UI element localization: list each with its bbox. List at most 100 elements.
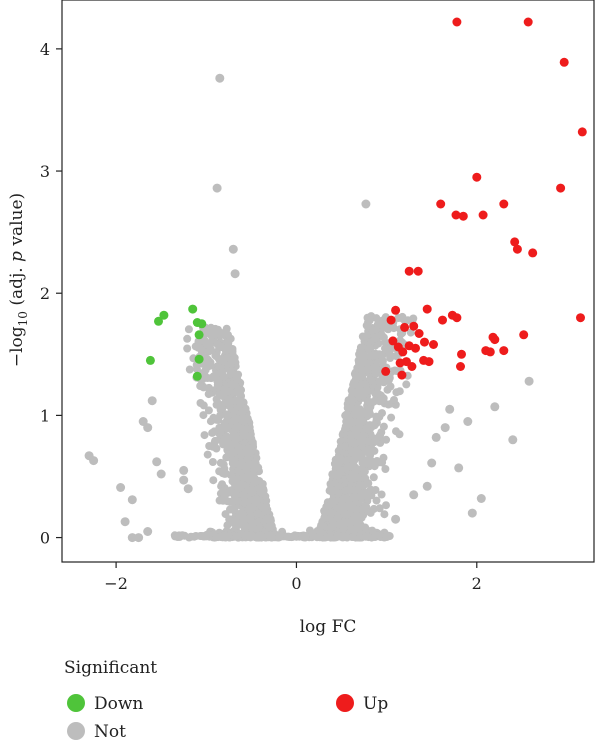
point-up (499, 199, 509, 209)
cloud-point (385, 349, 394, 358)
cloud-point (384, 376, 393, 385)
cloud-point (219, 392, 228, 401)
y-axis-title-suffix: value) (7, 193, 27, 251)
point-up (499, 346, 509, 356)
cloud-point (322, 502, 331, 511)
cloud-point (339, 523, 348, 532)
point-up (397, 370, 407, 380)
cloud-point (361, 380, 370, 388)
cloud-point (402, 380, 411, 389)
legend-label-down: Down (94, 694, 143, 714)
cloud-point (347, 431, 356, 440)
cloud-point (361, 474, 370, 483)
point-up (407, 362, 417, 371)
point-down (194, 354, 204, 364)
cloud-point (231, 490, 240, 499)
point-not (440, 423, 450, 433)
legend-entry-down: Down (67, 694, 143, 714)
point-not (152, 457, 162, 467)
point-up (559, 57, 569, 67)
cloud-point (390, 366, 399, 375)
x-axis-ticks: −2 0 2 (104, 562, 482, 593)
cloud-point (378, 458, 387, 467)
point-not (463, 417, 473, 426)
cloud-point (241, 497, 250, 506)
cloud-point (301, 533, 310, 542)
point-not (454, 463, 464, 473)
point-up (391, 305, 401, 315)
point-up (400, 322, 410, 332)
cloud-point (242, 531, 251, 540)
cloud-point (243, 455, 252, 464)
cloud-point (350, 410, 359, 419)
cloud-point (223, 497, 232, 506)
cloud-point (347, 403, 356, 412)
cloud-point (236, 400, 245, 409)
cloud-point (194, 343, 202, 352)
legend-swatch-not (67, 722, 85, 740)
cloud-point (242, 425, 251, 433)
point-not (228, 244, 238, 254)
y-axis-title: −log10 (adj. p value) (7, 193, 30, 367)
cloud-point (357, 388, 366, 396)
point-not (143, 527, 153, 536)
cloud-point (351, 388, 360, 397)
point-not (422, 481, 432, 491)
cloud-point (199, 401, 208, 410)
point-up (451, 210, 461, 220)
y-tick-label: 1 (40, 406, 50, 425)
cloud-point (326, 523, 335, 532)
cloud-point (344, 518, 353, 527)
y-axis-title-middle: (adj. (7, 262, 27, 311)
point-down (197, 319, 207, 329)
point-up (409, 321, 419, 331)
cloud-point (366, 508, 375, 517)
point-not (127, 533, 137, 543)
cloud-point (353, 473, 362, 482)
cloud-point (231, 516, 240, 525)
cloud-point (346, 396, 355, 405)
cloud-point (347, 504, 356, 513)
point-up (404, 266, 414, 276)
cloud-point (233, 375, 242, 384)
cloud-point (371, 351, 379, 360)
point-up (438, 315, 447, 325)
point-up (478, 210, 488, 220)
point-up (398, 347, 408, 357)
cloud-point (199, 411, 208, 420)
point-not (431, 432, 441, 442)
cloud-point (377, 490, 386, 499)
cloud-point (232, 532, 241, 541)
point-up (388, 336, 398, 346)
legend-label-up: Up (363, 694, 388, 714)
cloud-point (256, 488, 265, 497)
cloud-point (244, 505, 253, 514)
cloud-point (352, 465, 361, 474)
point-up (395, 358, 405, 368)
cloud-point (226, 346, 235, 355)
cloud-point (358, 372, 366, 381)
point-not (391, 514, 401, 524)
cloud-point (223, 415, 232, 424)
cloud-point (381, 344, 389, 353)
cloud-point (309, 531, 318, 540)
legend-swatch-down (67, 694, 85, 712)
y-tick-label: 2 (40, 284, 50, 303)
point-up (519, 330, 529, 340)
cloud-point (390, 396, 398, 404)
cloud-point (382, 501, 390, 510)
point-up (458, 211, 468, 221)
cloud-point (333, 513, 342, 522)
cloud-point (384, 400, 393, 409)
cloud-point (245, 486, 254, 495)
cloud-point (320, 514, 329, 523)
cloud-point (253, 509, 262, 518)
y-tick-label: 3 (40, 162, 50, 181)
cloud-point (216, 369, 225, 377)
cloud-point (213, 376, 222, 385)
cloud-point (392, 427, 400, 436)
cloud-point (375, 504, 384, 513)
point-down (145, 355, 155, 365)
cloud-point (336, 466, 345, 475)
cloud-point (360, 467, 369, 476)
